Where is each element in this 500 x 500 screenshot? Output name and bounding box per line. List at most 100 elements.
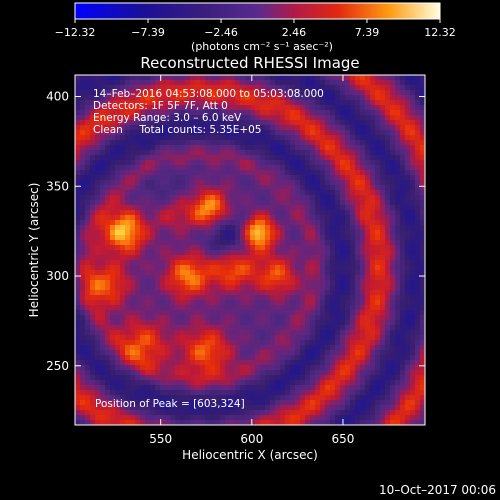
heatmap-cell [175,410,181,416]
heatmap-cell [260,410,266,416]
heatmap-cell [115,260,121,266]
heatmap-cell [150,190,156,196]
heatmap-cell [160,160,166,166]
heatmap-cell [210,350,216,356]
heatmap-cell [245,380,251,386]
heatmap-cell [105,145,111,151]
heatmap-cell [110,165,116,171]
heatmap-cell [135,240,141,246]
heatmap-cell [395,300,401,306]
heatmap-cell [405,330,411,336]
heatmap-cell [320,195,326,201]
heatmap-cell [340,130,346,136]
heatmap-cell [240,320,246,326]
heatmap-cell [410,125,416,131]
heatmap-cell [350,150,356,156]
heatmap-cell [190,270,196,276]
heatmap-cell [205,115,211,121]
heatmap-cell [165,105,171,111]
heatmap-cell [415,125,421,131]
heatmap-cell [365,340,371,346]
heatmap-cell [350,195,356,201]
heatmap-cell [80,285,86,291]
heatmap-cell [210,80,216,86]
heatmap-cell [195,255,201,261]
heatmap-cell [420,400,425,406]
heatmap-cell [100,80,106,86]
heatmap-cell [130,290,136,296]
heatmap-cell [120,325,126,331]
heatmap-cell [230,295,236,301]
heatmap-cell [140,245,146,251]
heatmap-cell [355,110,361,116]
heatmap-cell [175,95,181,101]
heatmap-cell [255,250,261,256]
heatmap-cell [330,145,336,151]
heatmap-cell [135,125,141,131]
heatmap-cell [320,285,326,291]
heatmap-cell [80,295,86,301]
heatmap-cell [235,355,241,361]
heatmap-cell [385,270,391,276]
heatmap-cell [260,330,266,336]
heatmap-cell [125,190,131,196]
heatmap-cell [295,80,301,86]
heatmap-cell [180,240,186,246]
heatmap-cell [110,135,116,141]
heatmap-cell [310,325,316,331]
heatmap-cell [100,270,106,276]
heatmap-cell [325,320,331,326]
heatmap-cell [255,295,261,301]
heatmap-cell [365,235,371,241]
heatmap-cell [320,310,326,316]
heatmap-cell [265,125,271,131]
heatmap-cell [180,110,186,116]
heatmap-cell [340,270,346,276]
heatmap-cell [325,155,331,161]
heatmap-cell [375,110,381,116]
heatmap-cell [75,320,81,326]
heatmap-cell [260,200,266,206]
heatmap-cell [90,165,96,171]
heatmap-cell [270,405,276,411]
heatmap-cell [190,105,196,111]
heatmap-cell [165,125,171,131]
heatmap-cell [390,105,396,111]
heatmap-cell [105,235,111,241]
heatmap-cell [135,365,141,371]
heatmap-cell [135,210,141,216]
heatmap-cell [150,120,156,126]
heatmap-cell [95,175,101,181]
heatmap-cell [80,90,86,96]
heatmap-cell [310,420,316,425]
heatmap-cell [200,180,206,186]
heatmap-cell [290,170,296,176]
heatmap-cell [400,100,406,106]
heatmap-cell [205,380,211,386]
heatmap-cell [95,360,101,366]
heatmap-cell [125,100,131,106]
heatmap-cell [365,135,371,141]
heatmap-cell [315,325,321,331]
heatmap-cell [410,105,416,111]
heatmap-cell [160,370,166,376]
heatmap-cell [75,270,81,276]
heatmap-cell [365,360,371,366]
heatmap-cell [365,335,371,341]
heatmap-cell [315,75,321,81]
heatmap-cell [250,195,256,201]
heatmap-cell [245,205,251,211]
heatmap-cell [165,375,171,381]
heatmap-cell [180,290,186,296]
heatmap-cell [270,140,276,146]
heatmap-cell [370,360,376,366]
heatmap-cell [310,135,316,141]
heatmap-cell [150,350,156,356]
heatmap-cell [130,190,136,196]
heatmap-cell [100,130,106,136]
heatmap-cell [140,165,146,171]
heatmap-cell [405,275,411,281]
heatmap-cell [75,85,81,91]
heatmap-cell [370,240,376,246]
heatmap-cell [335,385,341,391]
